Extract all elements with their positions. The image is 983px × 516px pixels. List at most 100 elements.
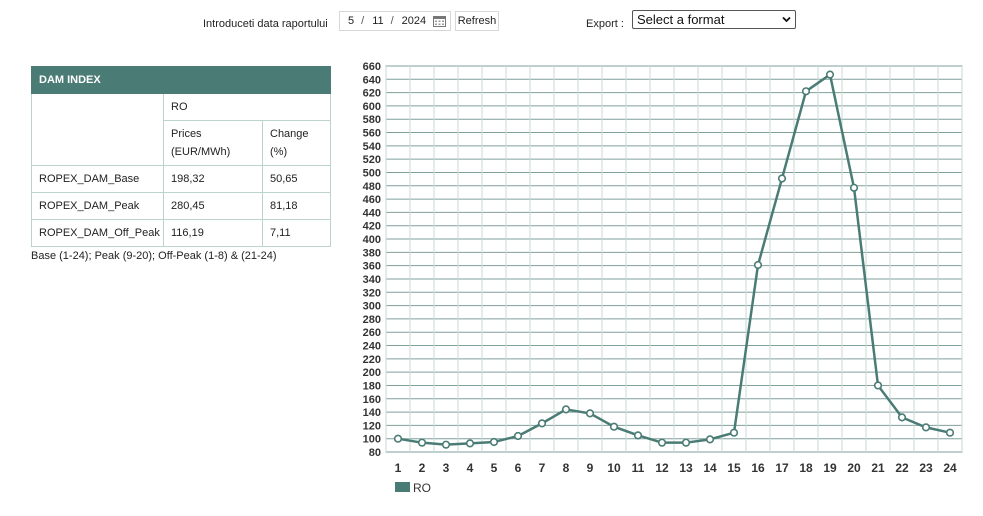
export-label: Export :	[586, 18, 624, 30]
x-tick-label: 15	[727, 461, 741, 475]
y-tick-label: 460	[363, 194, 381, 206]
x-tick-label: 12	[655, 461, 669, 475]
x-tick-label: 20	[847, 461, 861, 475]
y-tick-label: 140	[363, 407, 381, 419]
col-header-text: Prices	[171, 128, 202, 140]
x-tick-label: 5	[491, 461, 498, 475]
y-tick-label: 160	[363, 394, 381, 406]
y-tick-label: 360	[363, 261, 381, 273]
y-tick-label: 640	[363, 74, 381, 86]
data-point	[561, 405, 571, 414]
report-date-input[interactable]: 5 / 11 / 2024	[339, 11, 451, 31]
y-tick-label: 100	[363, 434, 381, 446]
y-tick-label: 660	[363, 61, 381, 73]
row-name: ROPEX_DAM_Base	[31, 165, 164, 193]
dam-index-table: DAM INDEX RO Prices (EUR/MWh) Change (%)…	[31, 66, 331, 247]
date-year[interactable]: 2024	[401, 15, 427, 27]
y-tick-label: 260	[363, 327, 381, 339]
y-tick-label: 500	[363, 167, 381, 179]
index-definition-note: Base (1-24); Peak (9-20); Off-Peak (1-8)…	[31, 250, 277, 262]
x-tick-label: 11	[632, 461, 645, 475]
row-price: 280,45	[163, 192, 263, 220]
date-separator: /	[361, 15, 365, 27]
y-tick-label: 340	[363, 274, 381, 286]
export-format-select[interactable]: Select a format	[632, 10, 796, 29]
data-point	[705, 435, 715, 444]
table-row: RO	[31, 93, 331, 166]
y-tick-label: 540	[363, 141, 381, 153]
data-point	[873, 381, 883, 390]
data-point	[681, 438, 691, 447]
x-tick-label: 8	[563, 461, 570, 475]
empty-cell	[31, 93, 164, 166]
row-name: ROPEX_DAM_Peak	[31, 192, 164, 220]
x-tick-label: 14	[703, 461, 717, 475]
x-tick-label: 18	[799, 461, 813, 475]
data-point	[537, 419, 547, 428]
x-tick-label: 4	[467, 461, 474, 475]
data-point	[801, 87, 811, 96]
y-tick-label: 80	[369, 447, 381, 459]
x-tick-label: 17	[775, 461, 789, 475]
date-day[interactable]: 11	[372, 15, 384, 27]
legend-label: RO	[413, 481, 431, 495]
data-point	[897, 413, 907, 422]
y-tick-label: 220	[363, 354, 381, 366]
table-row: ROPEX_DAM_Peak 280,45 81,18	[31, 192, 331, 220]
y-tick-label: 200	[363, 367, 381, 379]
refresh-button[interactable]: Refresh	[455, 11, 499, 31]
x-tick-label: 24	[943, 461, 957, 475]
price-line-chart: 8010012014016018020022024026028030032034…	[363, 61, 963, 495]
table-header-row: DAM INDEX	[31, 66, 331, 94]
x-tick-label: 23	[919, 461, 933, 475]
data-point	[921, 423, 931, 432]
x-tick-label: 10	[607, 461, 621, 475]
y-tick-label: 240	[363, 341, 381, 353]
x-tick-label: 1	[395, 461, 402, 475]
data-point	[585, 409, 595, 418]
data-point	[417, 438, 427, 447]
row-change: 81,18	[262, 192, 331, 220]
y-tick-label: 400	[363, 234, 381, 246]
x-tick-label: 9	[587, 461, 594, 475]
row-price: 198,32	[163, 165, 263, 193]
calendar-icon[interactable]	[433, 15, 446, 27]
col-header-unit: (%)	[270, 146, 288, 158]
row-name: ROPEX_DAM_Off_Peak	[31, 219, 164, 247]
data-point	[489, 437, 499, 447]
table-title: DAM INDEX	[31, 66, 331, 94]
date-month[interactable]: 5	[348, 15, 355, 27]
x-tick-label: 16	[751, 461, 765, 475]
row-change: 50,65	[262, 165, 331, 193]
y-tick-label: 300	[363, 301, 381, 313]
y-tick-label: 440	[363, 207, 381, 219]
table-row: ROPEX_DAM_Off_Peak 116,19 7,11	[31, 219, 331, 247]
data-point	[633, 431, 643, 440]
y-tick-label: 600	[363, 101, 381, 113]
col-header-change: Change (%)	[262, 120, 331, 166]
y-tick-label: 380	[363, 247, 381, 259]
chevron-down-icon	[782, 16, 791, 23]
data-point	[825, 70, 835, 79]
table-row: ROPEX_DAM_Base 198,32 50,65	[31, 165, 331, 193]
data-point	[513, 431, 523, 441]
col-header-unit: (EUR/MWh)	[171, 146, 231, 158]
data-point	[753, 260, 763, 270]
y-tick-label: 480	[363, 181, 381, 193]
row-price: 116,19	[163, 219, 263, 247]
y-tick-label: 120	[363, 420, 381, 432]
legend-swatch	[395, 482, 410, 492]
col-header-text: Change	[270, 128, 309, 140]
x-tick-label: 7	[539, 461, 546, 475]
y-tick-label: 520	[363, 154, 381, 166]
table-row: Prices (EUR/MWh) Change (%)	[32, 120, 331, 166]
data-point	[945, 428, 955, 437]
x-tick-label: 21	[871, 461, 885, 475]
y-tick-label: 580	[363, 114, 381, 126]
x-tick-label: 6	[515, 461, 522, 475]
x-tick-label: 19	[823, 461, 837, 475]
x-tick-label: 22	[895, 461, 909, 475]
region-label: RO	[163, 93, 331, 121]
y-tick-label: 320	[363, 287, 381, 299]
row-change: 7,11	[262, 219, 331, 247]
